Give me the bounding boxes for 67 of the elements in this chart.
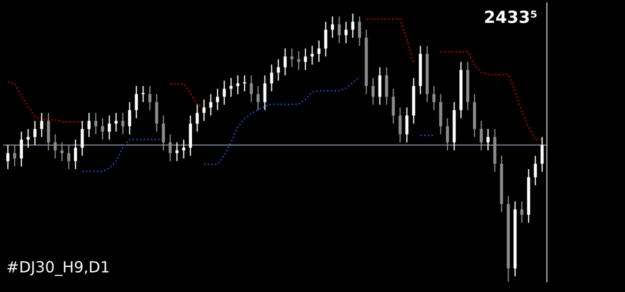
- candlestick: [88, 112, 91, 138]
- candlestick: [134, 85, 138, 119]
- candlestick: [250, 74, 253, 103]
- candlestick: [196, 104, 199, 132]
- candlestick: [162, 114, 165, 151]
- candlestick: [168, 134, 172, 162]
- candlestick: [155, 94, 158, 132]
- candlestick: [67, 144, 70, 170]
- candlestick: [263, 74, 266, 111]
- candlestick: [446, 118, 449, 151]
- candlestick: [358, 16, 362, 46]
- candlestick: [216, 88, 220, 111]
- candlestick: [432, 85, 436, 111]
- candlestick: [142, 85, 145, 103]
- candlestick: [243, 74, 246, 92]
- candlestick: [304, 48, 307, 71]
- candlestick: [33, 120, 36, 146]
- candlestick: [270, 64, 274, 92]
- candlestick: [372, 77, 375, 106]
- candlestick: [230, 77, 233, 98]
- candlestick: [236, 74, 240, 95]
- candlestick: [276, 58, 280, 82]
- candlestick: [54, 134, 57, 159]
- candlestick: [94, 112, 98, 135]
- candlestick: [480, 120, 483, 151]
- candlestick: [13, 144, 16, 168]
- candlestick: [317, 40, 320, 62]
- candlestick: [121, 112, 124, 135]
- candlestick: [182, 139, 186, 159]
- candlestick: [351, 13, 354, 38]
- candlestick: [101, 118, 104, 140]
- candlestick: [148, 85, 152, 111]
- candlestick: [330, 16, 334, 38]
- candlestick: [540, 136, 544, 172]
- candlestick: [378, 66, 382, 106]
- candlestick: [392, 88, 395, 124]
- candlestick: [128, 102, 132, 135]
- candlestick: [385, 66, 388, 106]
- candlestick: [256, 85, 260, 111]
- candlestick: [108, 114, 111, 140]
- candlestick: [222, 80, 226, 106]
- candlestick: [114, 112, 118, 132]
- annotation: 2433⁵: [485, 10, 537, 24]
- candlestick: [398, 106, 402, 143]
- candlestick: [26, 128, 30, 148]
- candlestick: [209, 94, 212, 116]
- candlestick: [202, 98, 206, 122]
- candlestick: [344, 21, 348, 44]
- candlestick: [40, 112, 44, 138]
- candlestick: [534, 155, 537, 186]
- candlestick: [74, 139, 78, 170]
- candlestick: [290, 48, 294, 68]
- candlestick: [284, 48, 287, 76]
- candlestick: [405, 106, 408, 143]
- candlestick: [20, 131, 23, 168]
- candlestick: [80, 120, 84, 156]
- candlestick: [338, 16, 341, 44]
- candlestick: [310, 45, 314, 66]
- candlestick: [520, 200, 524, 224]
- candlestick: [6, 144, 10, 170]
- candlestick: [60, 142, 64, 162]
- candlestick: [46, 112, 50, 151]
- annotation: #DJ30_H9,D1: [7, 261, 109, 276]
- candlestick: [486, 128, 490, 151]
- candlestick: [297, 50, 300, 71]
- candlestick: [324, 21, 328, 58]
- candlestick: [175, 142, 178, 162]
